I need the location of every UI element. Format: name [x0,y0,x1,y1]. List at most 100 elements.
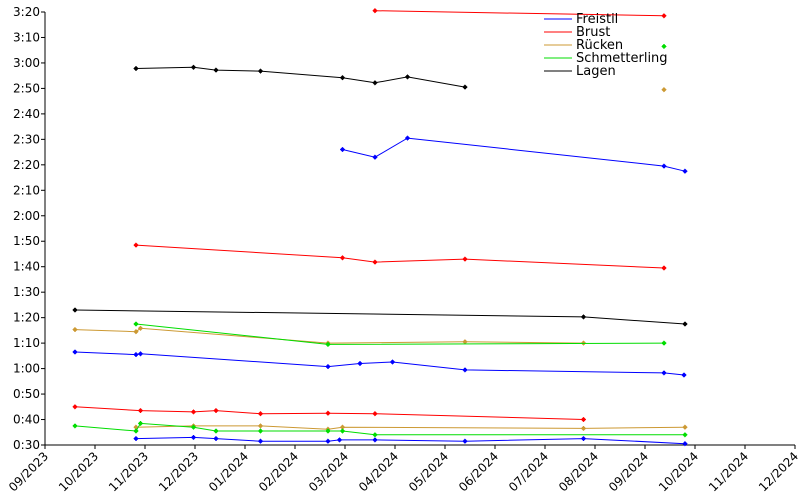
data-point-schmetterling [133,321,139,327]
x-tick-label: 10/2024 [656,449,701,494]
x-tick-label: 11/2024 [706,449,751,494]
data-point-brust [325,410,331,416]
x-tick-label: 03/2024 [306,449,351,494]
x-tick-label: 07/2024 [506,449,551,494]
data-point-lagen [257,68,264,74]
legend-label-brust: Brust [576,25,610,40]
data-point-schmetterling [325,341,331,348]
y-tick-label: 0:50 [13,387,40,401]
data-point-freistil [325,363,331,370]
data-point-freistil [462,367,468,373]
series-line-freistil [135,436,686,445]
y-tick-label: 1:20 [13,311,40,325]
series-line-freistil [74,351,685,376]
data-point-freistil [336,437,343,443]
data-point-schmetterling [339,428,346,434]
y-tick-label: 1:40 [13,260,40,274]
series-line-schmetterling [74,422,685,436]
legend-label-freistil: Freistil [576,12,618,27]
y-tick-label: 1:00 [13,362,40,376]
x-tick-label: 05/2024 [406,449,451,494]
x-tick-label: 06/2024 [456,449,501,494]
data-point-brust [372,410,378,417]
x-tick-label: 10/2023 [56,449,101,494]
data-point-freistil [357,360,363,367]
y-tick-label: 2:10 [13,183,40,197]
data-point-lagen [190,64,197,71]
data-point-brust [462,256,468,262]
series-line-freistil [342,137,686,172]
series-group [72,7,688,447]
data-point-lagen [372,80,378,86]
data-point-brust [213,407,219,414]
data-point-lagen [404,74,411,80]
data-point-schmetterling [72,423,78,429]
data-point-freistil [682,440,688,447]
x-tick-label: 12/2024 [756,449,800,494]
series-line-lagen [74,309,686,325]
data-point-freistil [372,154,378,160]
data-point-schmetterling [133,428,139,434]
data-point-schmetterling [661,43,667,50]
data-point-freistil [462,438,468,444]
data-point-freistil [257,438,264,444]
data-point-freistil [661,370,667,376]
data-point-lagen [462,84,468,90]
data-point-brust [190,409,197,415]
data-point-freistil [133,351,139,358]
x-tick-label: 12/2023 [156,449,201,494]
y-tick-label: 1:10 [13,336,40,350]
y-tick-label: 3:20 [13,5,40,19]
x-tick-label: 02/2024 [256,449,301,494]
data-point-brust [661,265,667,271]
series-line-r-cken [135,425,686,430]
x-tick-label: 01/2024 [206,449,251,494]
y-tick-label: 2:00 [13,209,40,223]
data-point-brust [372,7,378,14]
data-point-lagen [339,74,346,81]
legend-label-lagen: Lagen [576,64,616,79]
x-tick-label: 08/2024 [556,449,601,494]
data-point-lagen [580,314,587,320]
data-point-brust [137,407,144,414]
legend-label-schmetterling: Schmetterling [576,51,668,66]
x-tick-label: 09/2023 [6,449,51,494]
data-point-freistil [72,349,78,355]
series-line-brust [135,244,665,269]
data-point-r-cken [137,325,144,332]
y-tick-label: 3:00 [13,56,40,70]
data-point-schmetterling [190,424,197,430]
data-point-freistil [404,135,411,141]
data-point-freistil [580,435,587,442]
data-point-schmetterling [137,420,144,427]
data-point-freistil [339,146,346,153]
x-tick-label: 04/2024 [356,449,401,494]
data-point-schmetterling [661,340,667,346]
data-point-freistil [190,434,197,441]
data-point-schmetterling [213,428,219,434]
data-point-schmetterling [682,432,688,438]
data-point-brust [72,404,78,410]
data-point-brust [339,255,346,261]
y-tick-label: 1:50 [13,234,40,248]
data-point-brust [133,242,139,248]
y-tick-label: 2:50 [13,81,40,95]
data-point-schmetterling [257,428,264,434]
data-point-lagen [682,321,688,327]
data-point-brust [372,259,378,265]
data-point-brust [580,416,587,423]
legend-label-r-cken: Rücken [576,38,623,53]
y-tick-label: 3:10 [13,30,40,44]
y-tick-label: 0:30 [13,438,40,452]
axes-group: 0:30 0:40 0:50 1:00 1:10 1:20 1:30 1:40 1:50 2:00… [6,5,800,494]
data-point-r-cken [72,326,78,333]
series-line-brust [74,406,584,420]
data-point-r-cken [133,328,139,335]
data-point-freistil [682,168,688,174]
data-point-freistil [325,438,331,444]
data-point-freistil [133,435,139,442]
data-point-lagen [72,307,78,313]
y-tick-label: 0:40 [13,413,40,427]
